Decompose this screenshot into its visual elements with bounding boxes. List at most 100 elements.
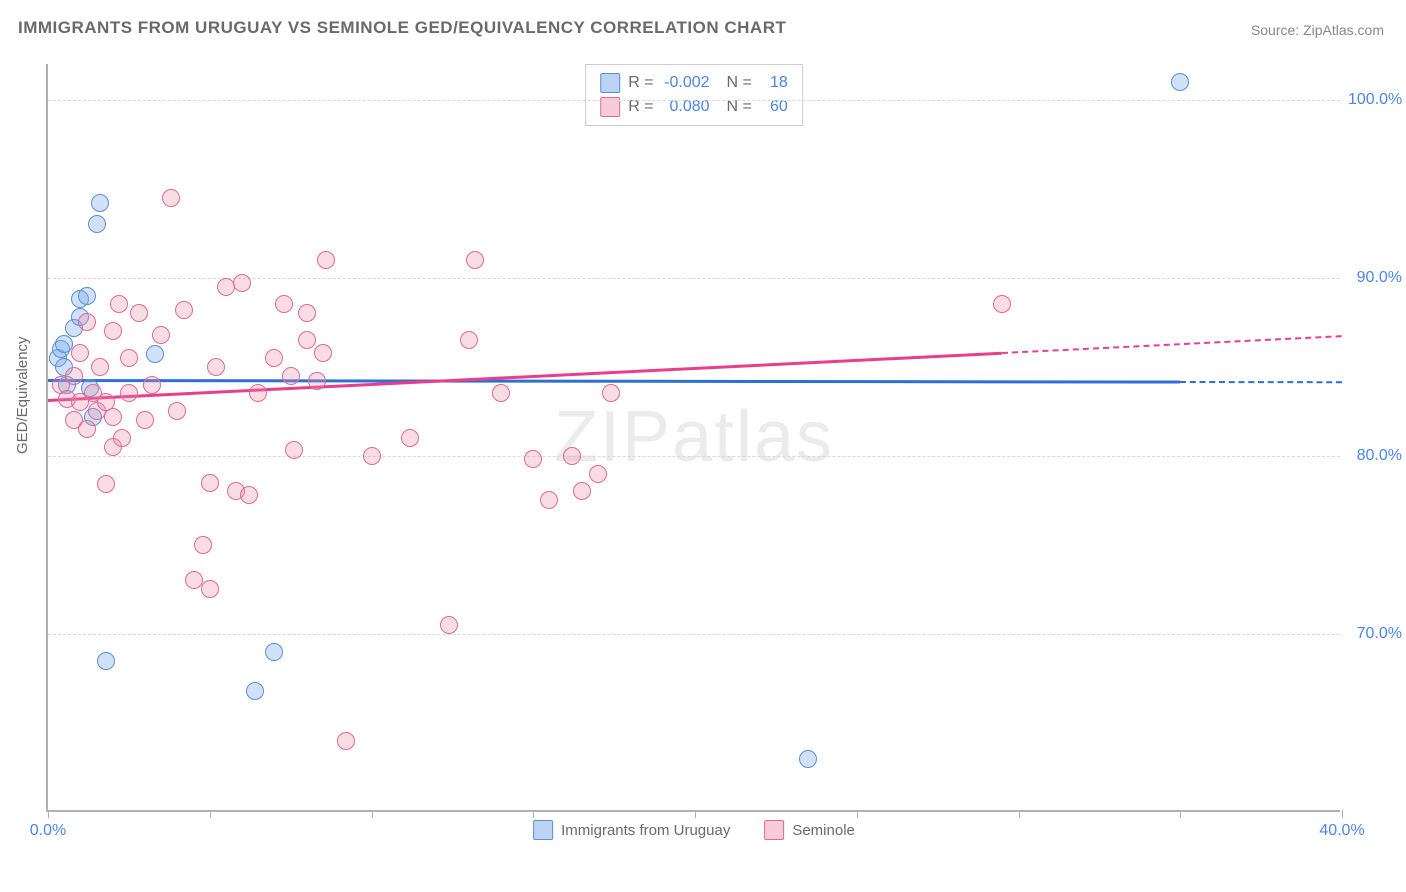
stats-row-series2: R = 0.080 N = 60 [600,95,788,119]
swatch-blue-icon [533,820,553,840]
legend-bottom: Immigrants from Uruguay Seminole [533,820,855,840]
scatter-point [55,335,73,353]
stat-label: N = [718,95,752,119]
scatter-point [104,408,122,426]
scatter-point [217,278,235,296]
scatter-point [993,295,1011,313]
scatter-point [78,420,96,438]
scatter-point [524,450,542,468]
x-tick [1180,810,1181,818]
scatter-point [466,251,484,269]
legend-item: Immigrants from Uruguay [533,820,730,840]
chart-title: IMMIGRANTS FROM URUGUAY VS SEMINOLE GED/… [18,18,786,38]
scatter-point [246,682,264,700]
x-tick [372,810,373,818]
scatter-point [492,384,510,402]
scatter-point [308,372,326,390]
scatter-point [233,274,251,292]
scatter-point [799,750,817,768]
scatter-point [249,384,267,402]
regression-line [1180,381,1342,383]
stat-r-value: 0.080 [662,95,710,119]
scatter-point [91,194,109,212]
scatter-point [265,349,283,367]
y-axis-title: GED/Equivalency [14,336,31,454]
gridline [48,456,1340,457]
scatter-point [110,295,128,313]
scatter-point [130,304,148,322]
scatter-point [65,367,83,385]
scatter-point [337,732,355,750]
legend-item: Seminole [764,820,855,840]
scatter-point [317,251,335,269]
y-tick-label: 90.0% [1348,269,1402,287]
legend-label: Seminole [792,822,855,839]
stat-label: R = [628,95,653,119]
swatch-pink-icon [764,820,784,840]
scatter-point [314,344,332,362]
stat-r-value: -0.002 [662,71,710,95]
x-tick [857,810,858,818]
x-tick [1342,810,1343,818]
scatter-point [201,474,219,492]
regression-line [1002,335,1342,354]
scatter-point [275,295,293,313]
scatter-point [1171,73,1189,91]
x-tick-label: 40.0% [1319,822,1364,840]
scatter-point [104,322,122,340]
gridline [48,634,1340,635]
correlation-stats-box: R = -0.002 N = 18 R = 0.080 N = 60 [585,64,803,126]
scatter-point [602,384,620,402]
scatter-point [88,215,106,233]
stat-n-value: 60 [760,95,788,119]
scatter-plot-area: ZIPatlas R = -0.002 N = 18 R = 0.080 N =… [46,64,1340,812]
stat-label: N = [718,71,752,95]
y-tick-label: 80.0% [1348,447,1402,465]
y-tick-label: 70.0% [1348,625,1402,643]
gridline [48,100,1340,101]
scatter-point [97,475,115,493]
swatch-blue-icon [600,73,620,93]
scatter-point [120,384,138,402]
x-tick [533,810,534,818]
scatter-point [282,367,300,385]
scatter-point [540,491,558,509]
y-tick-label: 100.0% [1348,91,1402,109]
x-tick [48,810,49,818]
scatter-point [185,571,203,589]
x-tick [1019,810,1020,818]
scatter-point [71,344,89,362]
scatter-point [440,616,458,634]
scatter-point [207,358,225,376]
scatter-point [201,580,219,598]
scatter-point [78,287,96,305]
scatter-point [146,345,164,363]
x-tick [695,810,696,818]
scatter-point [136,411,154,429]
scatter-point [589,465,607,483]
regression-line [48,352,1002,402]
scatter-point [120,349,138,367]
scatter-point [152,326,170,344]
legend-label: Immigrants from Uruguay [561,822,730,839]
source-label: Source: ZipAtlas.com [1251,22,1384,38]
scatter-point [168,402,186,420]
scatter-point [460,331,478,349]
x-tick-label: 0.0% [30,822,66,840]
scatter-point [363,447,381,465]
scatter-point [194,536,212,554]
scatter-point [91,358,109,376]
x-tick [210,810,211,818]
scatter-point [162,189,180,207]
scatter-point [573,482,591,500]
scatter-point [285,441,303,459]
stat-n-value: 18 [760,71,788,95]
scatter-point [298,331,316,349]
scatter-point [143,376,161,394]
scatter-point [563,447,581,465]
scatter-point [97,652,115,670]
stats-row-series1: R = -0.002 N = 18 [600,71,788,95]
scatter-point [298,304,316,322]
scatter-point [113,429,131,447]
regression-line [48,379,1180,383]
